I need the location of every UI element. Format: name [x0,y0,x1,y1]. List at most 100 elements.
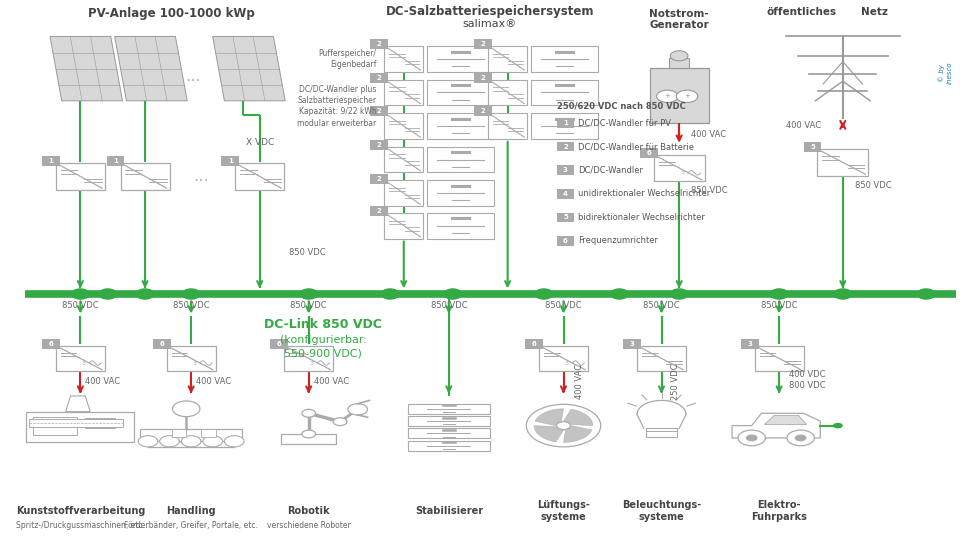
Bar [474,39,492,49]
Bar [408,404,490,414]
Text: 850 VDC: 850 VDC [760,301,798,310]
Bar [804,142,821,152]
Bar [284,346,333,371]
Text: 6: 6 [647,150,651,156]
Text: 850 VDC: 850 VDC [62,301,99,310]
Text: 6: 6 [564,238,567,244]
Text: 850 VDC: 850 VDC [290,301,327,310]
Bar [384,46,423,72]
Bar [531,113,598,139]
Text: 850 VDC: 850 VDC [643,301,680,310]
Text: 2: 2 [377,176,381,181]
Bar [370,140,388,150]
Text: Pufferspeicher/
Eigenbedarf: Pufferspeicher/ Eigenbedarf [318,49,376,69]
Circle shape [770,289,788,299]
Text: Robotik: Robotik [287,506,330,516]
Text: Generator: Generator [650,20,709,30]
Text: 400 VAC: 400 VAC [786,122,821,130]
Bar [654,155,705,181]
Bar [85,418,115,428]
Text: DC/DC-Wandler plus
Salzbatteriespeicher
Kapazität: 9/22 kWh
modular erweiterbar: DC/DC-Wandler plus Salzbatteriespeicher … [297,85,376,128]
Bar [107,156,124,166]
Text: DC/DC-Wandler für Batterie: DC/DC-Wandler für Batterie [578,142,694,151]
Bar [427,80,494,105]
Bar [531,80,598,105]
Text: 3: 3 [310,361,314,366]
Text: 850 VDC: 850 VDC [545,301,582,310]
Text: 3: 3 [748,341,752,347]
Bar [488,80,527,105]
Bar [172,429,186,437]
Text: DC-Salzbatteriespeichersystem: DC-Salzbatteriespeichersystem [386,4,594,18]
Bar [557,236,574,245]
Text: X VDC: X VDC [246,138,273,147]
Circle shape [72,289,89,299]
Text: 2: 2 [481,109,485,114]
Text: 1: 1 [49,158,53,164]
Bar [384,147,423,172]
Text: +: + [684,94,690,99]
Text: 2: 2 [481,41,485,47]
Bar [167,346,216,371]
Circle shape [834,289,852,299]
Circle shape [203,436,222,447]
Bar [488,113,527,139]
Circle shape [535,289,553,299]
Circle shape [787,430,814,446]
Text: 6: 6 [532,341,536,347]
Bar [29,419,122,427]
Circle shape [224,436,244,447]
Text: 550-900 VDC): 550-900 VDC) [284,349,363,359]
Bar [646,428,677,437]
Bar [56,346,105,371]
Text: 850 VDC: 850 VDC [855,181,891,190]
Circle shape [138,436,158,447]
Bar [640,148,658,158]
Bar [650,68,709,123]
Text: Kunststoffverarbeitung: Kunststoffverarbeitung [16,506,145,516]
Circle shape [676,90,698,102]
Polygon shape [535,409,564,426]
Circle shape [670,51,688,61]
Bar [384,113,423,139]
Circle shape [670,289,688,299]
Circle shape [917,289,935,299]
Bar [384,80,423,105]
Circle shape [381,289,399,299]
Text: 3: 3 [564,167,567,173]
Text: 400 VAC: 400 VAC [196,377,231,386]
Polygon shape [50,36,122,101]
Text: Lüftungs-
systeme: Lüftungs- systeme [537,500,590,522]
Bar [817,149,868,176]
Circle shape [526,404,601,447]
Bar [121,163,170,190]
Text: 1: 1 [564,120,567,126]
Circle shape [611,289,628,299]
Circle shape [333,418,347,426]
Text: verschiedene Roboter: verschiedene Roboter [267,521,351,530]
Bar [140,429,242,441]
Text: 2: 2 [377,142,381,148]
Text: bidirektionaler Wechselrichter: bidirektionaler Wechselrichter [578,213,705,222]
Bar [474,106,492,116]
Text: 5: 5 [564,214,567,220]
Polygon shape [564,409,593,426]
Circle shape [657,90,678,102]
Text: 850 VDC: 850 VDC [430,301,467,310]
Text: Stabilisierer: Stabilisierer [415,506,483,516]
Text: 1: 1 [114,158,118,164]
Bar [281,434,336,444]
Text: 850 VDC: 850 VDC [289,248,325,256]
Polygon shape [564,426,592,442]
Text: © by
inesco: © by inesco [939,62,953,84]
Text: ...: ... [185,67,201,85]
Text: 2: 2 [377,208,381,214]
Text: Frequenzumrichter: Frequenzumrichter [578,236,659,245]
Bar [384,180,423,206]
Bar [623,339,641,349]
Text: 400 VAC: 400 VAC [85,377,121,386]
Bar [201,429,216,437]
Circle shape [182,289,200,299]
Text: ...: ... [193,167,209,185]
Bar [33,417,77,435]
